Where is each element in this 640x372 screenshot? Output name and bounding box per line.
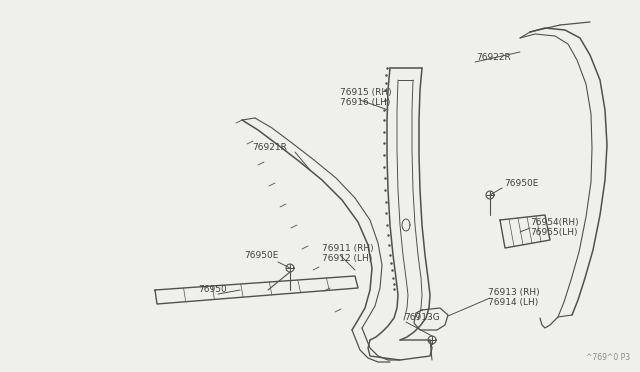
Text: 76913G: 76913G (404, 314, 440, 323)
Text: 76913 (RH): 76913 (RH) (488, 288, 540, 296)
Text: 76921R: 76921R (252, 144, 287, 153)
Text: 76922R: 76922R (476, 52, 511, 61)
Text: 76914 (LH): 76914 (LH) (488, 298, 538, 307)
Text: ^769^0 P3: ^769^0 P3 (586, 353, 630, 362)
Text: 76912 (LH): 76912 (LH) (322, 253, 372, 263)
Text: 76954(RH): 76954(RH) (530, 218, 579, 227)
Text: 76950E: 76950E (244, 251, 278, 260)
Text: 76915 (RH): 76915 (RH) (340, 87, 392, 96)
Text: 76950: 76950 (198, 285, 227, 295)
Text: 76916 (LH): 76916 (LH) (340, 97, 390, 106)
Text: 76950E: 76950E (504, 180, 538, 189)
Text: 76911 (RH): 76911 (RH) (322, 244, 374, 253)
Text: 76955(LH): 76955(LH) (530, 228, 577, 237)
